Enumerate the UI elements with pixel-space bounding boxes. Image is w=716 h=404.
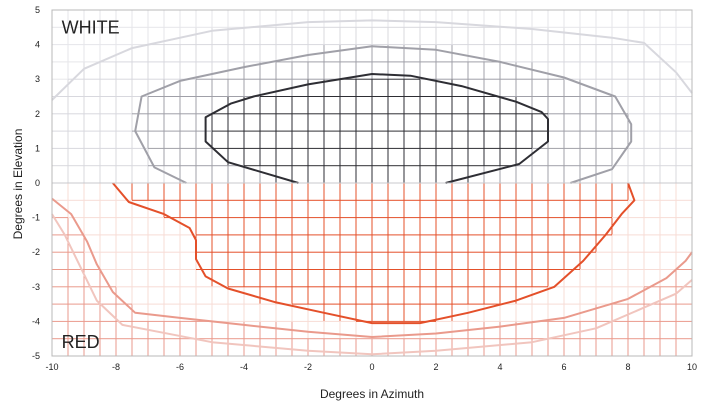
y-tick-label: 2 (35, 109, 40, 119)
x-tick-label: 0 (369, 362, 374, 372)
x-tick-label: 10 (687, 362, 697, 372)
y-tick-label: 5 (35, 5, 40, 15)
region-label-red: RED (62, 332, 100, 352)
grid-layer (51, 9, 693, 357)
y-tick-label: 0 (35, 178, 40, 188)
x-tick-label: 8 (625, 362, 630, 372)
contour-line-white (204, 73, 549, 184)
contour-line-white (51, 19, 693, 101)
x-tick-label: 6 (561, 362, 566, 372)
x-tick-label: 2 (433, 362, 438, 372)
y-tick-label: 1 (35, 143, 40, 153)
x-tick-label: -10 (45, 362, 58, 372)
contour-line-white (134, 45, 633, 184)
contour-line-red (51, 197, 693, 338)
x-axis-title: Degrees in Azimuth (320, 387, 424, 401)
y-tick-label: -4 (32, 316, 40, 326)
x-tick-label: 4 (497, 362, 502, 372)
y-tick-label: -3 (32, 282, 40, 292)
x-tick-label: -8 (112, 362, 120, 372)
x-tick-label: -2 (304, 362, 312, 372)
y-tick-label: 4 (35, 40, 40, 50)
label-layer: WHITE RED (62, 17, 120, 352)
y-axis-title: Degrees in Elevation (11, 129, 25, 240)
y-tick-label: -5 (32, 351, 40, 361)
y-tick-label: 3 (35, 74, 40, 84)
contour-layer (51, 19, 693, 356)
region-label-white: WHITE (62, 17, 120, 37)
y-tick-label: -1 (32, 213, 40, 223)
contour-line-red (112, 182, 636, 325)
plot-frame (51, 9, 693, 357)
x-tick-label: -4 (240, 362, 248, 372)
y-tick-label: -2 (32, 247, 40, 257)
contour-line-red (51, 213, 693, 356)
x-tick-label: -6 (176, 362, 184, 372)
